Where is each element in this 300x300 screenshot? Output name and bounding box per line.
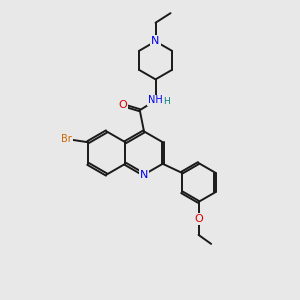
Text: Br: Br — [61, 134, 72, 144]
Text: O: O — [194, 214, 203, 224]
Text: NH: NH — [148, 95, 163, 105]
Text: N: N — [140, 169, 148, 180]
Text: N: N — [151, 36, 160, 46]
Text: O: O — [118, 100, 127, 110]
Text: H: H — [164, 98, 170, 106]
